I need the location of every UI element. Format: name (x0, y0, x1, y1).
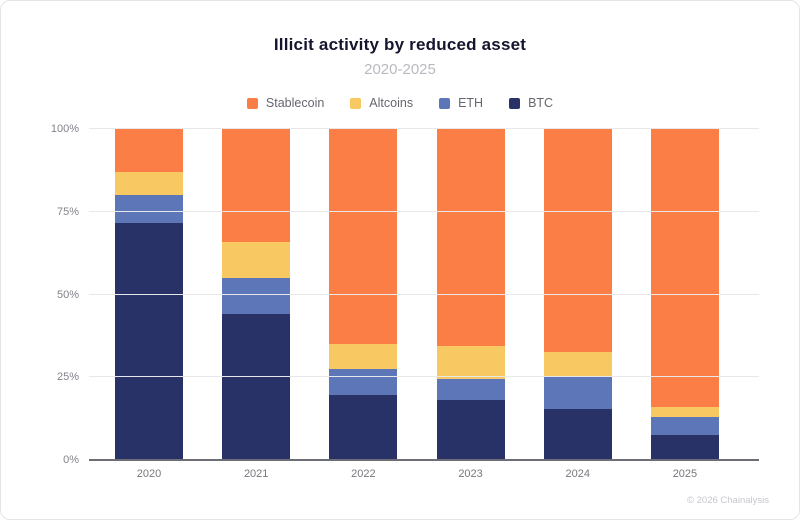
segment-btc-2020 (115, 223, 183, 460)
y-axis-tick-75: 75% (56, 205, 79, 218)
legend-swatch-btc (509, 97, 521, 109)
legend-swatch-stablecoin (246, 97, 258, 109)
segment-stablecoin-2021 (222, 129, 291, 242)
x-axis-tick-2024: 2024 (565, 468, 590, 480)
x-axis-tick-2021: 2021 (243, 468, 269, 480)
legend-label: Altcoins (369, 96, 414, 110)
gridline-75 (89, 210, 759, 212)
segment-btc-2025 (650, 435, 719, 460)
segment-eth-2024 (543, 377, 612, 409)
segment-btc-2024 (543, 408, 612, 460)
bar-2021 (222, 129, 291, 460)
segment-eth-2021 (222, 277, 291, 315)
segment-altcoins-2022 (329, 344, 398, 369)
segment-eth-2025 (650, 416, 719, 436)
chart-title: Illicit activity by reduced asset (273, 35, 527, 54)
legend-swatch-eth (439, 97, 451, 109)
segment-btc-2021 (222, 314, 291, 460)
x-axis-tick-2025: 2025 (672, 468, 698, 480)
bar-2025 (650, 129, 719, 460)
bar-2023 (436, 129, 505, 460)
chart-legend: Stablecoin Altcoins ETH BTC (1, 96, 799, 110)
bar-2022 (329, 129, 398, 460)
segment-stablecoin-2024 (543, 129, 612, 353)
x-axis-tick-2022: 2022 (351, 468, 376, 480)
gridline-25 (89, 376, 759, 378)
y-axis-tick-25: 25% (56, 371, 79, 384)
segment-stablecoin-2020 (115, 129, 183, 173)
legend-item-btc: BTC (509, 96, 553, 110)
y-axis-tick-50: 50% (56, 288, 79, 301)
y-axis-tick-0: 0% (63, 454, 79, 466)
legend-item-altcoins: Altcoins (350, 96, 413, 110)
segment-stablecoin-2025 (650, 129, 719, 408)
x-axis-labels: 2020 2021 2022 2023 2024 2025 (115, 468, 719, 480)
legend-item-eth: ETH (439, 96, 483, 110)
bar-2024 (543, 129, 612, 460)
legend-label: ETH (458, 96, 484, 110)
legend-label: Stablecoin (265, 96, 325, 110)
segment-stablecoin-2022 (329, 129, 398, 345)
chart-subtitle: 2020-2025 (364, 61, 436, 78)
segment-altcoins-2023 (436, 345, 505, 379)
bars-container (115, 129, 719, 460)
x-axis-tick-2020: 2020 (136, 468, 162, 480)
segment-eth-2022 (329, 369, 398, 396)
segment-altcoins-2025 (650, 407, 719, 417)
y-axis-tick-100: 100% (50, 123, 79, 135)
segment-altcoins-2021 (222, 241, 291, 278)
gridline-100 (89, 128, 759, 129)
segment-btc-2022 (329, 395, 398, 460)
legend-item-stablecoin: Stablecoin (246, 96, 325, 110)
segment-btc-2023 (436, 400, 505, 460)
attribution-credit: © 2026 Chainalysis (687, 495, 769, 506)
chart-plot-area: 2020 2021 2022 2023 2024 2025 0% 25% 50% 75% 100% (51, 123, 759, 480)
x-axis-line (89, 459, 759, 461)
segment-eth-2023 (436, 378, 505, 401)
x-axis-tick-2023: 2023 (458, 468, 483, 480)
segment-altcoins-2024 (543, 352, 612, 378)
legend-label: BTC (528, 96, 554, 110)
segment-eth-2020 (115, 195, 183, 224)
segment-altcoins-2020 (115, 172, 183, 196)
bar-2020 (115, 129, 183, 460)
legend-swatch-altcoins (350, 97, 362, 109)
gridline-50 (89, 293, 759, 295)
segment-stablecoin-2023 (436, 129, 505, 346)
